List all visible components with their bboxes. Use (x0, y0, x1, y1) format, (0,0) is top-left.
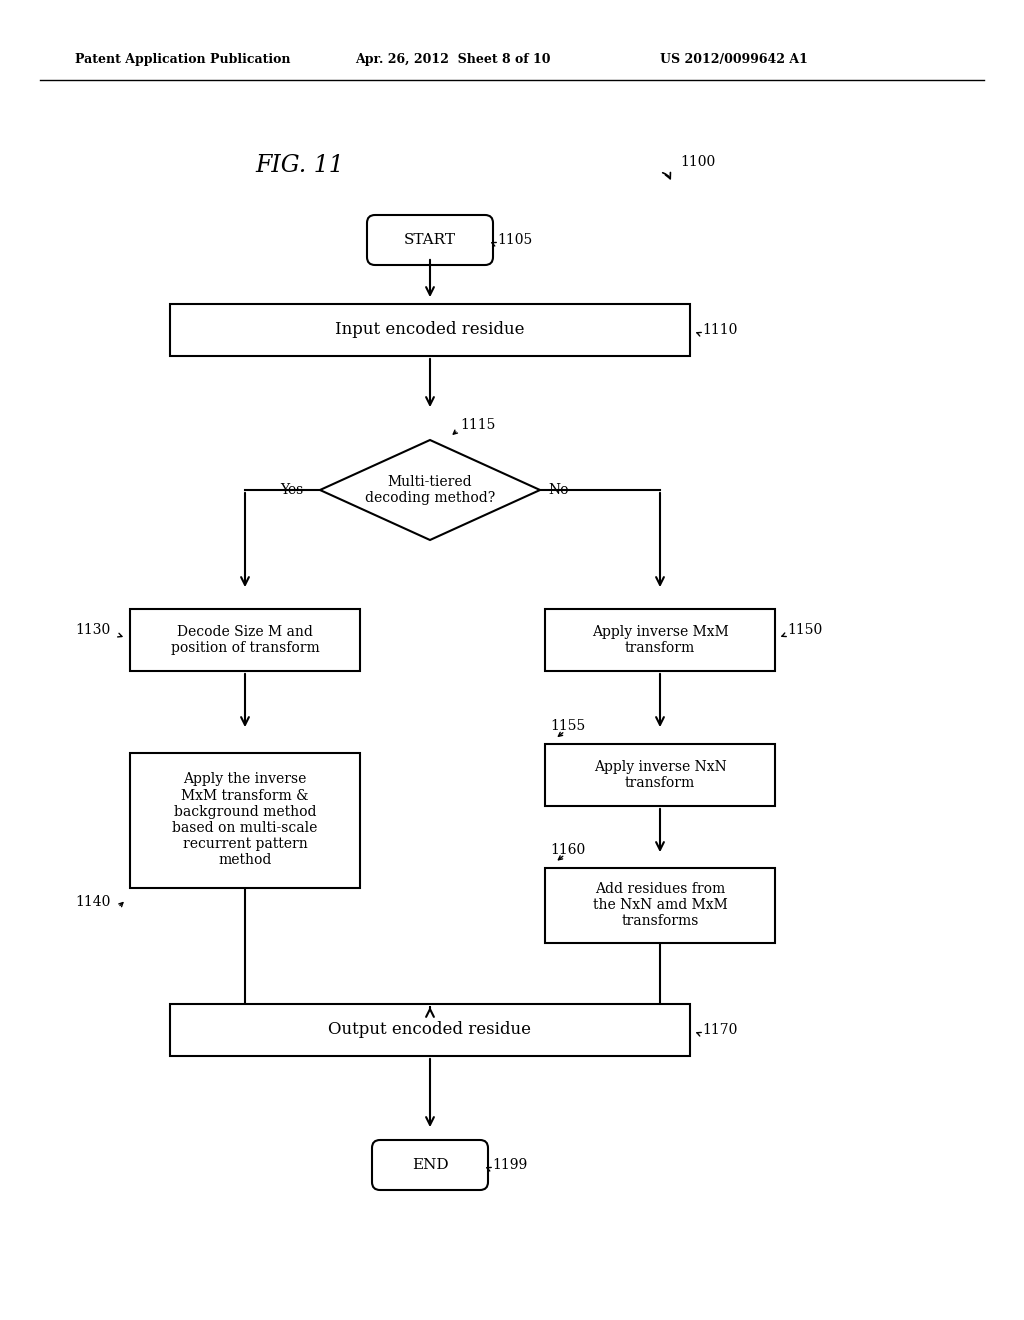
Text: FIG. 11: FIG. 11 (255, 153, 344, 177)
Polygon shape (319, 440, 540, 540)
Text: 1199: 1199 (492, 1158, 527, 1172)
FancyBboxPatch shape (545, 609, 775, 671)
Text: Add residues from
the NxN amd MxM
transforms: Add residues from the NxN amd MxM transf… (593, 882, 727, 928)
Text: Yes: Yes (280, 483, 303, 498)
FancyBboxPatch shape (130, 752, 360, 887)
FancyBboxPatch shape (130, 609, 360, 671)
Text: 1115: 1115 (460, 418, 496, 432)
Text: START: START (404, 234, 456, 247)
FancyBboxPatch shape (545, 867, 775, 942)
Text: 1140: 1140 (75, 895, 111, 909)
Text: Multi-tiered
decoding method?: Multi-tiered decoding method? (365, 475, 496, 506)
Text: 1155: 1155 (550, 719, 586, 733)
Text: 1170: 1170 (702, 1023, 737, 1038)
Text: Apr. 26, 2012  Sheet 8 of 10: Apr. 26, 2012 Sheet 8 of 10 (355, 54, 551, 66)
Text: Apply inverse NxN
transform: Apply inverse NxN transform (594, 760, 726, 791)
Text: END: END (412, 1158, 449, 1172)
Text: Apply inverse MxM
transform: Apply inverse MxM transform (592, 624, 728, 655)
Text: No: No (548, 483, 568, 498)
FancyBboxPatch shape (170, 304, 690, 356)
FancyBboxPatch shape (545, 744, 775, 807)
Text: 1105: 1105 (497, 234, 532, 247)
Text: 1130: 1130 (75, 623, 111, 638)
Text: 1110: 1110 (702, 323, 737, 337)
Text: Decode Size M and
position of transform: Decode Size M and position of transform (171, 624, 319, 655)
FancyBboxPatch shape (372, 1140, 488, 1191)
Text: 1150: 1150 (787, 623, 822, 638)
Text: Output encoded residue: Output encoded residue (329, 1022, 531, 1039)
Text: 1100: 1100 (680, 154, 715, 169)
Text: US 2012/0099642 A1: US 2012/0099642 A1 (660, 54, 808, 66)
FancyBboxPatch shape (170, 1005, 690, 1056)
Text: 1160: 1160 (550, 842, 586, 857)
Text: Input encoded residue: Input encoded residue (335, 322, 524, 338)
FancyBboxPatch shape (367, 215, 493, 265)
Text: Patent Application Publication: Patent Application Publication (75, 54, 291, 66)
Text: Apply the inverse
MxM transform &
background method
based on multi-scale
recurre: Apply the inverse MxM transform & backgr… (172, 772, 317, 867)
